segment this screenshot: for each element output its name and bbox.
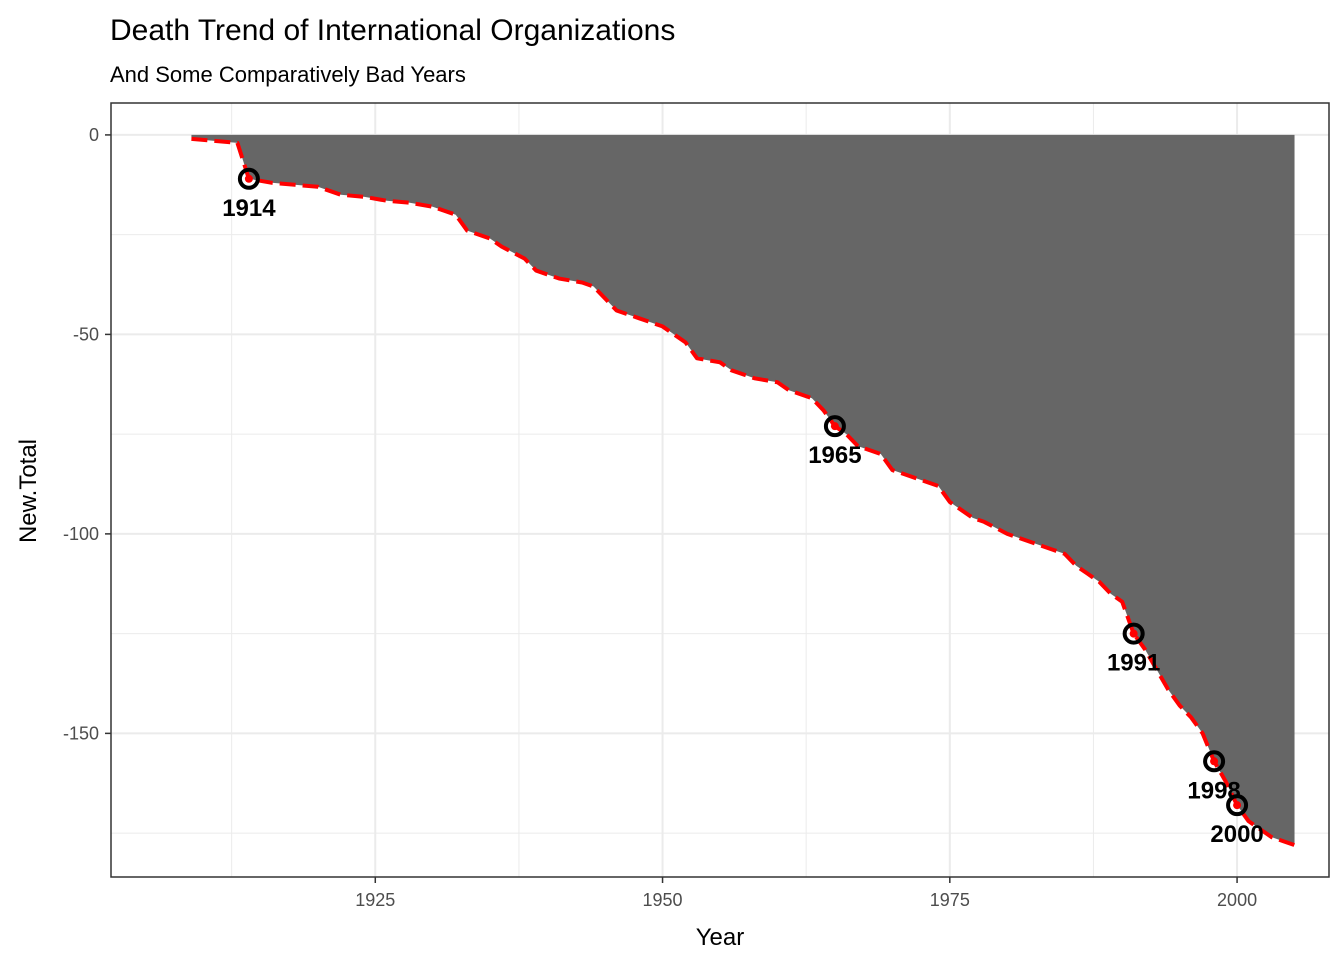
x-tick-label: 1925 bbox=[355, 890, 395, 910]
highlight-point-1914 bbox=[244, 174, 253, 183]
area-layer bbox=[191, 134, 1295, 846]
highlight-ring-1914 bbox=[237, 167, 260, 190]
x-tick-label: 2000 bbox=[1217, 890, 1257, 910]
y-tick-label: 0 bbox=[89, 125, 99, 145]
chart-subtitle: And Some Comparatively Bad Years bbox=[110, 62, 466, 87]
x-tick-label: 1950 bbox=[643, 890, 683, 910]
trend-line bbox=[191, 136, 1296, 847]
y-axis: 0 -50 -100 -150 bbox=[63, 125, 111, 743]
y-tick-label: -150 bbox=[63, 723, 99, 743]
highlight-points bbox=[237, 167, 1249, 817]
highlight-label-1991: 1991 bbox=[1107, 650, 1160, 677]
highlight-ring-1998 bbox=[1203, 750, 1226, 773]
highlight-point-2000 bbox=[1233, 801, 1242, 810]
area-fill bbox=[191, 134, 1295, 846]
highlight-point-1965 bbox=[830, 422, 839, 431]
highlight-label-2000: 2000 bbox=[1210, 821, 1263, 848]
highlight-label-1914: 1914 bbox=[222, 195, 276, 222]
highlight-labels: 1914 1965 1991 1998 2000 bbox=[222, 195, 1264, 848]
highlight-ring-1991 bbox=[1122, 622, 1145, 645]
chart-title: Death Trend of International Organizatio… bbox=[110, 14, 675, 47]
highlight-point-1998 bbox=[1210, 757, 1219, 766]
line-layer bbox=[191, 136, 1296, 847]
y-tick-label: -100 bbox=[63, 524, 99, 544]
y-axis-title: New.Total bbox=[15, 439, 42, 543]
x-tick-label: 1975 bbox=[930, 890, 970, 910]
x-axis: 1925 1950 1975 2000 bbox=[355, 877, 1257, 910]
panel-border bbox=[110, 102, 1330, 878]
highlight-label-1965: 1965 bbox=[808, 442, 861, 469]
highlight-point-1991 bbox=[1129, 629, 1138, 638]
x-axis-title: Year bbox=[696, 924, 745, 951]
y-tick-label: -50 bbox=[73, 324, 99, 344]
highlight-ring-1965 bbox=[823, 415, 846, 438]
highlight-label-1998: 1998 bbox=[1187, 777, 1240, 804]
highlight-ring-2000 bbox=[1226, 794, 1249, 817]
